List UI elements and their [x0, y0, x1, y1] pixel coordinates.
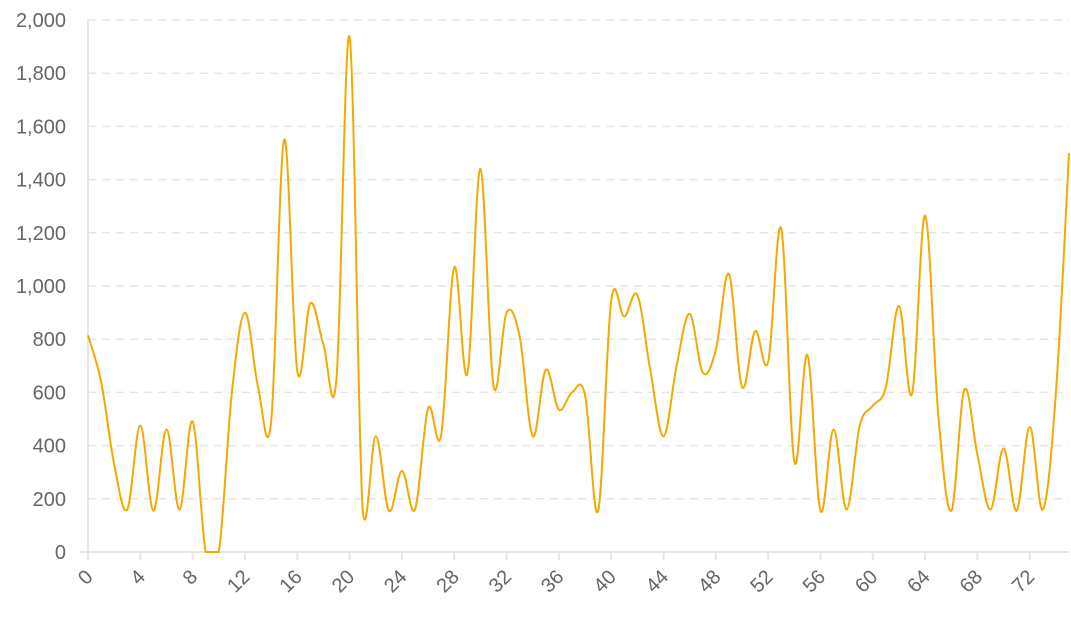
x-tick-label: 56	[799, 566, 830, 597]
x-tick-label: 48	[694, 566, 725, 597]
y-tick-label: 0	[55, 542, 66, 564]
axis-layer	[80, 20, 1069, 560]
x-tick-label: 32	[485, 566, 516, 597]
y-tick-label: 1,000	[16, 276, 66, 298]
series-line-0	[87, 35, 1070, 553]
x-tick-label: 12	[223, 566, 254, 597]
x-tick-label: 24	[380, 566, 411, 597]
x-tick-label: 16	[276, 566, 307, 597]
x-tick-label: 64	[903, 566, 934, 597]
x-tick-labels: 0 4 8 12 16 20 24 28 32 36 40 44 48 52 56 60 64 68 72	[74, 566, 1039, 597]
x-tick-label: 72	[1008, 566, 1039, 597]
series-layer	[87, 35, 1070, 553]
y-tick-label: 1,800	[16, 63, 66, 85]
x-tick-label: 44	[642, 566, 673, 597]
y-tick-label: 2,000	[16, 10, 66, 32]
x-tick-label: 4	[126, 566, 149, 589]
y-tick-label: 400	[33, 436, 66, 458]
y-tick-label: 1,400	[16, 170, 66, 192]
x-tick-label: 60	[851, 566, 882, 597]
y-tick-labels: 0 200 400 600 800 1,000 1,200 1,400 1,600 1,800 2,…	[16, 10, 66, 564]
x-tick-label: 36	[537, 566, 568, 597]
y-tick-label: 200	[33, 489, 66, 511]
y-tick-label: 800	[33, 329, 66, 351]
x-tick-label: 40	[589, 566, 620, 597]
grid-layer	[88, 19, 1069, 500]
x-tick-label: 68	[956, 566, 987, 597]
x-tick-label: 20	[328, 566, 359, 597]
x-tick-label: 0	[74, 566, 97, 589]
x-tick-label: 8	[179, 566, 202, 589]
y-tick-label: 1,200	[16, 223, 66, 245]
x-tick-label: 28	[432, 566, 463, 597]
x-tick-label: 52	[746, 566, 777, 597]
y-tick-label: 600	[33, 382, 66, 404]
y-tick-label: 1,600	[16, 116, 66, 138]
